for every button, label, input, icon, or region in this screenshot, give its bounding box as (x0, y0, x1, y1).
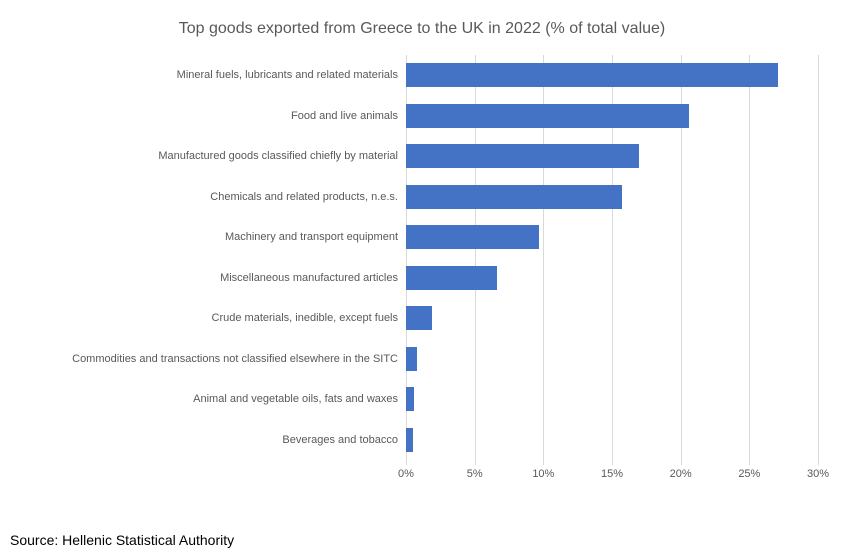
source-note: Source: Hellenic Statistical Authority (10, 532, 235, 548)
category-label: Chemicals and related products, n.e.s. (210, 190, 398, 203)
bar-track (406, 177, 818, 218)
bar-track (406, 55, 818, 96)
category-label: Machinery and transport equipment (224, 231, 398, 244)
axis-tick (818, 460, 819, 465)
x-axis: 0% 5% 10% 15% 20% 25% 30% (398, 468, 829, 484)
category-label: Commodities and transactions not classif… (72, 352, 398, 365)
bar (406, 306, 433, 331)
chart-title: Top goods exported from Greece to the UK… (178, 20, 666, 37)
category-label: Miscellaneous manufactured articles (220, 271, 398, 284)
bar-row: Animal and vegetable oils, fats and waxe… (0, 379, 818, 420)
x-tick-label: 10% (532, 468, 555, 480)
x-tick-label: 25% (738, 468, 761, 480)
bar-row: Miscellaneous manufactured articles (0, 258, 818, 299)
category-label: Food and live animals (290, 109, 398, 122)
bar-track (406, 258, 818, 299)
bar-track (406, 217, 818, 258)
gridline (680, 55, 682, 460)
bar (406, 427, 413, 452)
axis-tick (406, 460, 407, 465)
bar-track (406, 420, 818, 461)
bar-track (406, 96, 818, 137)
bar-track (406, 136, 818, 177)
bar-row: Chemicals and related products, n.e.s. (0, 177, 818, 218)
axis-tick (474, 460, 476, 465)
axis-tick (612, 460, 613, 465)
axis-tick (543, 460, 545, 465)
x-tick-label: 30% (806, 468, 830, 480)
bar-row: Mineral fuels, lubricants and related ma… (0, 55, 818, 96)
bar-row: Manufactured goods classified chiefly by… (0, 136, 818, 177)
axis-tick (749, 460, 751, 465)
bar-track (406, 339, 818, 380)
gridline (818, 55, 819, 460)
bar (406, 225, 540, 250)
x-tick-label: 20% (669, 468, 692, 480)
gridline (406, 55, 407, 460)
axis-tick (680, 460, 682, 465)
bar (406, 103, 689, 128)
bar-row: Commodities and transactions not classif… (0, 339, 818, 380)
bar (406, 387, 415, 412)
gridline (612, 55, 613, 460)
bar (406, 265, 497, 290)
bar (406, 144, 640, 169)
x-tick-label: 0% (398, 468, 414, 480)
gridline (749, 55, 751, 460)
category-label: Crude materials, inedible, except fuels (211, 312, 398, 325)
category-label: Manufactured goods classified chiefly by… (158, 150, 398, 163)
category-label: Mineral fuels, lubricants and related ma… (176, 69, 398, 82)
bar-row: Food and live animals (0, 96, 818, 137)
gridline (543, 55, 545, 460)
x-tick-label: 5% (466, 468, 483, 480)
category-label: Animal and vegetable oils, fats and waxe… (193, 393, 398, 406)
gridline (474, 55, 476, 460)
bar-row: Machinery and transport equipment (0, 217, 818, 258)
category-label: Beverages and tobacco (282, 433, 398, 446)
x-tick-label: 15% (600, 468, 624, 480)
bar (406, 63, 779, 88)
bar (406, 346, 417, 371)
bar-row: Beverages and tobacco (0, 420, 818, 461)
bar (406, 184, 622, 209)
bar-row: Crude materials, inedible, except fuels (0, 298, 818, 339)
bar-track (406, 379, 818, 420)
bar-rows: Mineral fuels, lubricants and related ma… (0, 55, 818, 460)
bar-track (406, 298, 818, 339)
plot-area (406, 55, 819, 465)
